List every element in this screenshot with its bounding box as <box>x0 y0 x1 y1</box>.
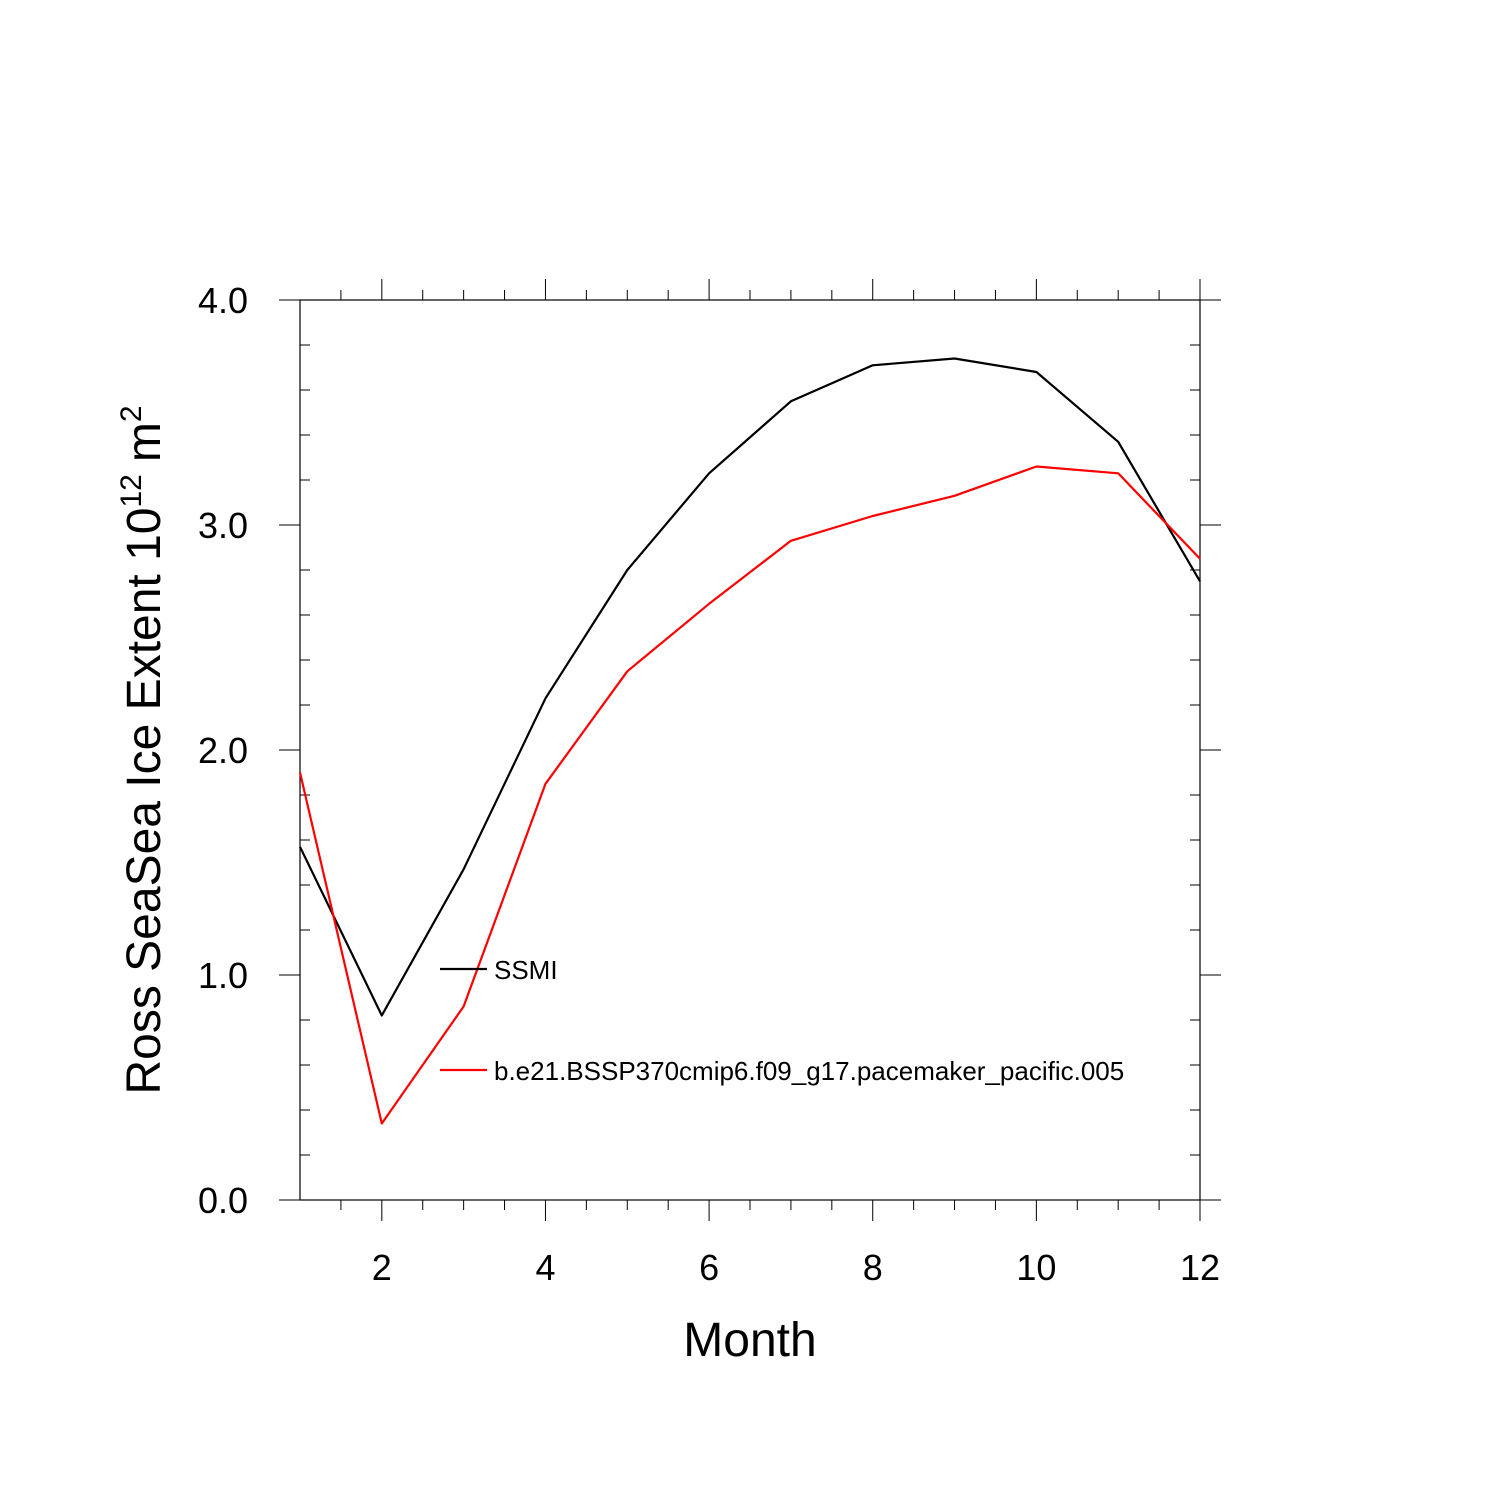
legend: SSMI b.e21.BSSP370cmip6.f09_g17.pacemaker… <box>440 955 1124 1086</box>
legend-label: SSMI <box>494 955 558 985</box>
x-tick-label: 6 <box>699 1247 719 1288</box>
y-axis-title-main: Ross SeaSea Ice Extent 10 <box>118 508 171 1095</box>
x-tick-label: 10 <box>1016 1247 1056 1288</box>
legend-label: b.e21.BSSP370cmip6.f09_g17.pacemaker_pac… <box>494 1056 1124 1086</box>
plot-frame <box>299 299 1201 1201</box>
y-tick-label: 3.0 <box>198 505 248 546</box>
tick-marks <box>279 279 1221 1221</box>
series-lines <box>298 357 1201 1125</box>
x-tick-label: 8 <box>863 1247 883 1288</box>
y-axis-title-exponent: 12 <box>115 474 148 507</box>
x-tick-label: 4 <box>535 1247 555 1288</box>
y-axis-title: Ross SeaSea Ice Extent 1012 m2 <box>115 405 171 1094</box>
y-tick-label: 2.0 <box>198 730 248 771</box>
tick-labels: 2 4 6 8 10 12 0.0 1.0 2.0 3.0 4.0 <box>198 280 1220 1288</box>
y-tick-label: 0.0 <box>198 1180 248 1221</box>
series-line-2 <box>298 465 1201 1125</box>
series-line-1 <box>299 357 1201 1017</box>
y-tick-label: 4.0 <box>198 280 248 321</box>
x-axis-title: Month <box>683 1314 816 1367</box>
y-tick-label: 1.0 <box>198 955 248 996</box>
x-tick-label: 2 <box>372 1247 392 1288</box>
y-axis-title-unit-exponent: 2 <box>115 405 148 422</box>
x-tick-label: 12 <box>1180 1247 1220 1288</box>
y-axis-title-unit: m <box>118 422 171 462</box>
